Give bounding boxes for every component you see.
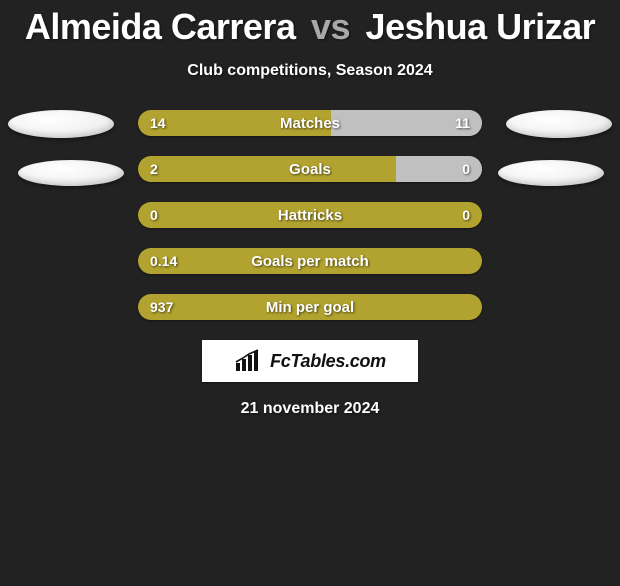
stat-value-left: 937 xyxy=(150,294,173,320)
source-logo: FcTables.com xyxy=(202,340,418,382)
logo-text: FcTables.com xyxy=(270,351,386,372)
stat-label: Goals xyxy=(138,156,482,182)
placeholder-ellipse xyxy=(18,160,124,186)
stat-value-right: 0 xyxy=(462,202,470,228)
stat-row: Goals2 0 xyxy=(138,156,482,182)
stat-value-left: 0 xyxy=(150,202,158,228)
stat-value-left: 2 xyxy=(150,156,158,182)
comparison-title: Almeida Carrera vs Jeshua Urizar xyxy=(0,6,620,48)
stat-label: Matches xyxy=(138,110,482,136)
player2-name: Jeshua Urizar xyxy=(366,6,596,47)
vs-separator: vs xyxy=(311,6,350,47)
placeholder-ellipse xyxy=(8,110,114,138)
player1-name: Almeida Carrera xyxy=(25,6,296,47)
placeholder-ellipse xyxy=(506,110,612,138)
date-label: 21 november 2024 xyxy=(0,400,620,418)
stat-value-left: 0.14 xyxy=(150,248,177,274)
placeholder-ellipse xyxy=(498,160,604,186)
chart-stage: Matches1411Goals20Hattricks00Goals per m… xyxy=(0,110,620,320)
stat-value-left: 14 xyxy=(150,110,166,136)
stat-rows: Matches1411Goals20Hattricks00Goals per m… xyxy=(138,110,482,320)
stat-label: Min per goal xyxy=(138,294,482,320)
stat-value-right: 0 xyxy=(462,156,470,182)
bar-chart-icon xyxy=(234,349,264,373)
stat-label: Hattricks xyxy=(138,202,482,228)
stat-row: Goals per match0.14 xyxy=(138,248,482,274)
stat-row: Min per goal937 xyxy=(138,294,482,320)
stat-label: Goals per match xyxy=(138,248,482,274)
stat-row: Matches14 11 xyxy=(138,110,482,136)
stat-row: Hattricks0 0 xyxy=(138,202,482,228)
stat-value-right: 11 xyxy=(455,110,470,136)
subtitle: Club competitions, Season 2024 xyxy=(0,62,620,80)
